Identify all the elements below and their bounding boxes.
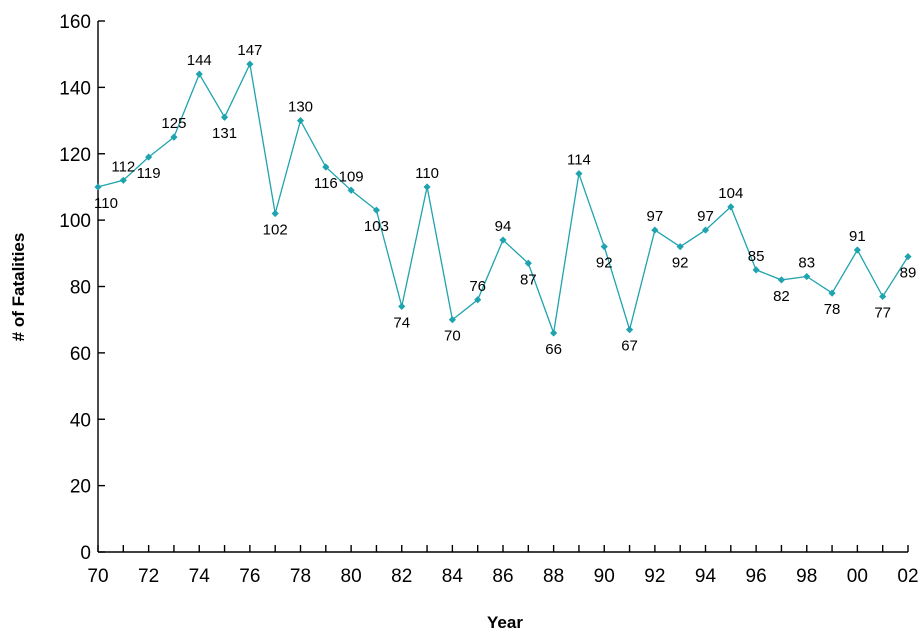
data-label: 87 — [520, 271, 537, 288]
y-tick-label: 140 — [59, 78, 91, 99]
data-point — [752, 266, 760, 274]
y-tick-label: 120 — [59, 145, 91, 166]
data-label: 82 — [773, 288, 790, 305]
data-label: 83 — [798, 255, 815, 272]
x-tick-label: 76 — [239, 566, 260, 587]
data-point — [651, 226, 659, 234]
x-tick-label: 86 — [492, 566, 513, 587]
x-axis-title: Year — [487, 613, 523, 632]
data-label: 130 — [288, 99, 313, 116]
data-point — [220, 113, 229, 121]
data-label: 91 — [849, 228, 866, 245]
data-label: 125 — [161, 115, 186, 132]
x-tick-label: 82 — [391, 566, 412, 587]
data-point — [550, 329, 558, 337]
data-label: 103 — [364, 218, 389, 235]
data-label: 104 — [718, 185, 743, 202]
data-point — [322, 163, 330, 171]
x-tick-label: 78 — [290, 566, 311, 587]
data-label: 78 — [824, 301, 841, 318]
data-point — [94, 183, 102, 191]
data-point — [777, 276, 786, 284]
y-tick-label: 40 — [70, 410, 91, 431]
data-label: 119 — [137, 165, 161, 182]
x-tick-label: 88 — [543, 566, 564, 587]
data-label: 112 — [111, 158, 135, 175]
data-point — [448, 316, 456, 324]
data-point — [145, 153, 153, 161]
x-tick-label: 92 — [644, 566, 665, 587]
data-point — [575, 170, 583, 178]
data-label: 77 — [874, 304, 891, 321]
data-label: 147 — [237, 42, 262, 59]
data-point — [499, 236, 507, 244]
data-point — [398, 302, 406, 311]
data-label: 116 — [314, 175, 338, 192]
data-point — [246, 60, 254, 68]
data-point — [271, 209, 279, 218]
y-tick-label: 100 — [59, 211, 91, 232]
data-point — [423, 183, 431, 191]
series-layer: 110 112 119 125 144 131 147 102 130 116 109 103 74 11… — [94, 42, 916, 358]
data-point — [828, 289, 836, 297]
data-point — [372, 206, 381, 214]
x-tick-label: 90 — [594, 566, 615, 587]
data-point — [170, 133, 178, 141]
x-tick-label: 72 — [138, 566, 159, 587]
x-tick-label: 94 — [695, 566, 717, 587]
data-label: 110 — [415, 165, 439, 182]
data-point — [195, 70, 203, 78]
y-tick-label: 160 — [59, 12, 91, 33]
x-tick-label: 02 — [897, 566, 918, 587]
x-tick-label: 74 — [189, 566, 211, 587]
data-point — [803, 272, 811, 281]
data-point — [853, 246, 861, 254]
data-label: 85 — [748, 248, 765, 265]
y-axis: 0 20 40 60 80 100 120 140 160 — [59, 12, 105, 564]
y-tick-label: 20 — [70, 477, 91, 498]
data-label: 92 — [596, 255, 613, 272]
data-label: 94 — [495, 218, 512, 235]
data-point — [701, 226, 710, 234]
data-point — [119, 176, 127, 184]
data-label: 109 — [339, 168, 364, 185]
data-point — [904, 253, 912, 261]
data-label: 144 — [187, 52, 212, 69]
data-point — [600, 243, 608, 251]
data-label: 66 — [545, 341, 562, 358]
data-point — [347, 186, 355, 194]
x-tick-label: 84 — [442, 566, 464, 587]
data-label: 97 — [647, 208, 664, 225]
y-tick-label: 0 — [80, 543, 91, 564]
data-point — [676, 243, 684, 251]
data-label: 114 — [567, 152, 591, 169]
data-point — [296, 116, 305, 125]
data-label: 89 — [900, 265, 917, 282]
data-label: 102 — [263, 221, 288, 238]
x-tick-label: 96 — [746, 566, 767, 587]
data-label: 92 — [672, 255, 689, 272]
data-label: 110 — [94, 195, 118, 212]
data-label: 97 — [697, 208, 714, 225]
x-tick-label: 98 — [796, 566, 817, 587]
data-point — [474, 296, 482, 304]
data-point — [625, 326, 634, 334]
data-point — [524, 259, 532, 267]
data-label: 76 — [469, 278, 486, 295]
data-label: 67 — [621, 338, 638, 355]
data-point — [879, 292, 887, 301]
data-label: 70 — [444, 328, 461, 345]
data-point — [727, 203, 735, 211]
y-tick-label: 60 — [70, 344, 91, 365]
data-label: 74 — [393, 314, 410, 331]
y-axis-title: # of Fatalities — [9, 233, 28, 342]
x-tick-label: 00 — [847, 566, 868, 587]
x-tick-label: 80 — [341, 566, 362, 587]
data-label: 131 — [212, 125, 237, 142]
x-axis: 70 72 74 76 78 80 82 84 86 88 90 92 94 96 98 00 02 — [87, 545, 919, 587]
y-tick-label: 80 — [70, 278, 91, 299]
x-tick-label: 70 — [87, 566, 108, 587]
